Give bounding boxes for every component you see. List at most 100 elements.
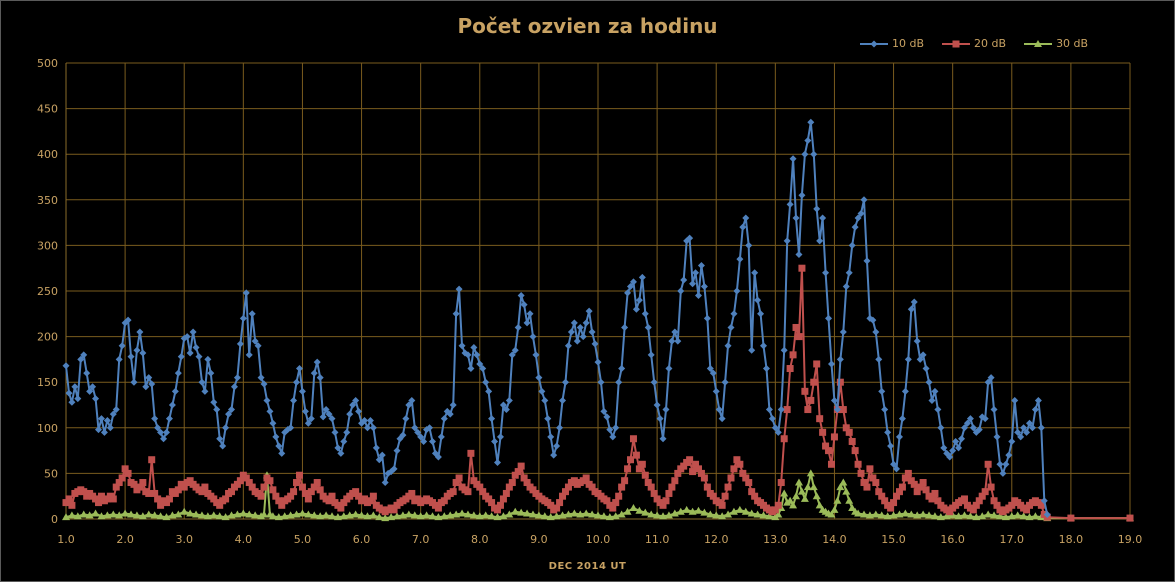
- data-point-10db: [724, 342, 732, 350]
- data-point-20db: [638, 460, 646, 468]
- data-point-20db: [789, 351, 797, 359]
- data-point-10db: [635, 296, 643, 304]
- data-point-20db: [520, 474, 528, 482]
- data-point-10db: [446, 410, 454, 418]
- data-point-30db: [481, 511, 490, 519]
- data-point-10db: [854, 214, 862, 222]
- data-point-20db: [993, 501, 1001, 509]
- data-point-30db: [1025, 513, 1034, 521]
- data-point-10db: [872, 328, 880, 336]
- data-point-10db: [748, 346, 756, 354]
- data-point-30db: [978, 512, 987, 520]
- data-point-10db: [928, 396, 936, 404]
- data-point-20db: [780, 435, 788, 443]
- data-point-20db: [827, 460, 835, 468]
- data-point-20db: [724, 483, 732, 491]
- data-point-10db: [219, 442, 227, 450]
- data-point-10db: [272, 433, 280, 441]
- data-point-20db: [972, 501, 980, 509]
- data-point-10db: [322, 406, 330, 414]
- data-point-20db: [647, 483, 655, 491]
- data-point-10db: [222, 424, 230, 432]
- y-tick-label: 200: [37, 331, 58, 344]
- data-point-10db: [151, 415, 159, 423]
- data-point-20db: [845, 428, 853, 436]
- data-point-10db: [236, 340, 244, 348]
- data-point-10db: [529, 333, 537, 341]
- y-tick-label: 450: [37, 103, 58, 116]
- data-point-30db: [422, 511, 431, 519]
- data-point-10db: [145, 374, 153, 382]
- data-point-20db: [689, 468, 697, 476]
- data-point-10db: [830, 396, 838, 404]
- data-point-10db: [118, 342, 126, 350]
- data-point-10db: [801, 150, 809, 158]
- data-point-20db: [248, 483, 256, 491]
- data-point-10db: [162, 428, 170, 436]
- data-point-10db: [260, 380, 268, 388]
- data-point-10db: [514, 323, 522, 331]
- data-point-30db: [797, 487, 806, 495]
- data-point-10db: [656, 415, 664, 423]
- data-point-20db: [355, 492, 363, 500]
- data-point-30db: [670, 509, 679, 517]
- data-point-10db: [901, 387, 909, 395]
- data-point-20db: [700, 474, 708, 482]
- y-tick-label: 150: [37, 376, 58, 389]
- x-tick-label: 7.0: [412, 533, 430, 546]
- data-point-30db: [115, 511, 124, 519]
- data-point-10db: [307, 415, 315, 423]
- data-point-30db: [611, 512, 620, 520]
- data-point-30db: [67, 511, 76, 519]
- data-point-10db: [618, 365, 626, 373]
- data-point-10db: [340, 437, 348, 445]
- data-point-30db: [688, 507, 697, 515]
- data-point-20db: [662, 497, 670, 505]
- data-point-10db: [559, 396, 567, 404]
- data-point-10db: [863, 257, 871, 265]
- x-tick-label: 5.0: [294, 533, 312, 546]
- x-tick-label: 18.0: [1059, 533, 1084, 546]
- data-point-30db: [97, 512, 106, 520]
- data-point-10db: [544, 415, 552, 423]
- data-point-10db: [458, 342, 466, 350]
- y-tick-label: 50: [44, 467, 58, 480]
- data-point-30db: [594, 511, 602, 519]
- data-point-10db: [780, 346, 788, 354]
- data-point-10db: [535, 374, 543, 382]
- data-point-10db: [449, 401, 457, 409]
- data-point-20db: [361, 495, 369, 503]
- data-point-10db: [346, 410, 354, 418]
- data-point-10db: [399, 431, 407, 439]
- data-point-10db: [263, 396, 271, 404]
- data-point-20db: [869, 474, 877, 482]
- data-point-10db: [189, 328, 197, 336]
- data-point-20db: [118, 474, 126, 482]
- data-point-20db: [751, 492, 759, 500]
- data-point-20db: [245, 479, 253, 487]
- data-point-20db: [65, 495, 73, 503]
- data-point-20db: [659, 501, 667, 509]
- data-point-10db: [680, 276, 688, 284]
- data-point-20db: [464, 488, 472, 496]
- data-point-30db: [304, 510, 313, 518]
- data-point-10db: [890, 460, 898, 468]
- data-point-10db: [712, 387, 720, 395]
- data-point-10db: [1031, 406, 1039, 414]
- data-point-20db: [165, 495, 173, 503]
- data-point-10db: [491, 437, 499, 445]
- data-point-20db: [180, 483, 188, 491]
- data-point-30db: [499, 512, 508, 520]
- data-point-10db: [428, 437, 436, 445]
- data-point-10db: [538, 387, 546, 395]
- data-point-10db: [319, 413, 327, 421]
- data-point-30db: [469, 511, 478, 519]
- data-point-10db: [760, 342, 768, 350]
- data-point-10db: [86, 387, 94, 395]
- data-point-10db: [139, 349, 147, 357]
- series-20db: [62, 264, 1134, 522]
- data-point-10db: [765, 406, 773, 414]
- data-point-10db: [709, 369, 717, 377]
- data-point-20db: [352, 488, 360, 496]
- data-point-30db: [682, 505, 691, 513]
